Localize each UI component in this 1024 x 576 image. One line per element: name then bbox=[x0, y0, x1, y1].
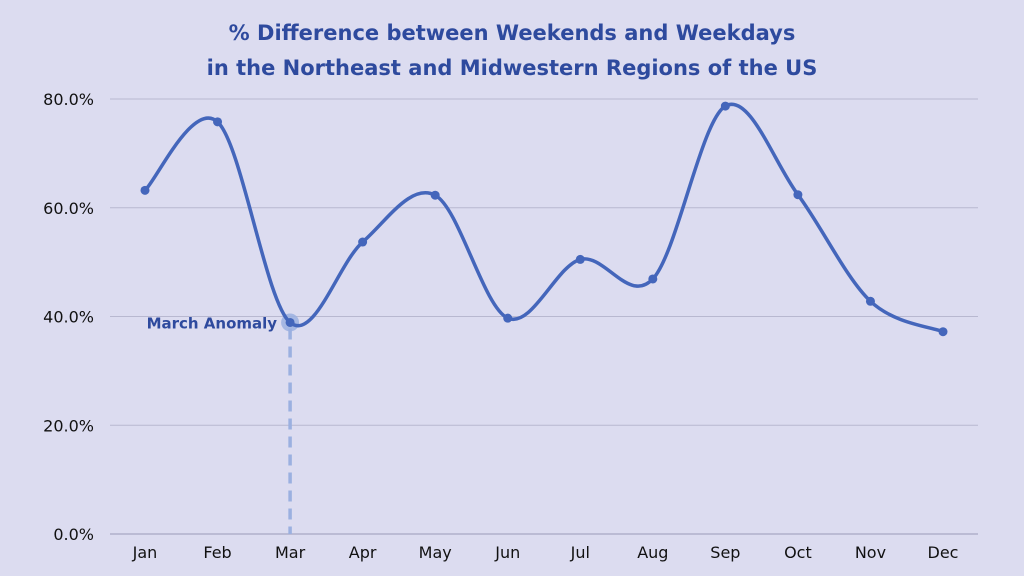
y-tick-label: 20.0% bbox=[43, 416, 94, 435]
data-point-jan bbox=[140, 185, 150, 195]
annotation-label: March Anomaly bbox=[147, 314, 278, 332]
y-tick-label: 0.0% bbox=[53, 525, 94, 544]
y-tick-label: 60.0% bbox=[43, 199, 94, 218]
x-tick-label: Mar bbox=[275, 543, 306, 562]
data-point-jul bbox=[575, 254, 585, 264]
x-tick-label: Jun bbox=[494, 543, 520, 562]
x-tick-label: Feb bbox=[203, 543, 231, 562]
chart-title-line-1: % Difference between Weekends and Weekda… bbox=[228, 21, 796, 45]
gridlines bbox=[110, 98, 978, 535]
data-point-sep bbox=[720, 101, 730, 111]
data-point-may bbox=[430, 190, 440, 200]
x-tick-label: May bbox=[419, 543, 452, 562]
annotation-guide bbox=[281, 313, 300, 534]
x-tick-label: Nov bbox=[855, 543, 886, 562]
data-point-oct bbox=[793, 190, 803, 200]
data-point-dec bbox=[938, 327, 948, 337]
data-point-apr bbox=[358, 237, 368, 247]
series-group bbox=[140, 101, 948, 337]
y-tick-label: 80.0% bbox=[43, 90, 94, 109]
data-point-mar bbox=[285, 317, 295, 327]
x-tick-label: Sep bbox=[710, 543, 740, 562]
data-point-nov bbox=[865, 296, 875, 306]
y-tick-label: 40.0% bbox=[43, 308, 94, 327]
x-tick-label: Apr bbox=[349, 543, 377, 562]
data-point-jun bbox=[503, 313, 513, 323]
y-axis-ticks: 0.0% 20.0% 40.0% 60.0% 80.0% bbox=[43, 90, 94, 544]
x-axis-ticks: Jan Feb Mar Apr May Jun Jul Aug Sep Oct Nov Dec bbox=[132, 543, 959, 562]
data-point-feb bbox=[213, 117, 223, 127]
x-tick-label: Jan bbox=[132, 543, 158, 562]
annotation-label-group: March Anomaly bbox=[147, 314, 278, 332]
x-tick-label: Aug bbox=[637, 543, 668, 562]
x-tick-label: Oct bbox=[784, 543, 812, 562]
x-tick-label: Jul bbox=[570, 543, 590, 562]
data-point-aug bbox=[648, 274, 658, 284]
series-line bbox=[143, 102, 945, 334]
chart-title-line-2: in the Northeast and Midwestern Regions … bbox=[206, 56, 818, 80]
x-tick-label: Dec bbox=[928, 543, 959, 562]
